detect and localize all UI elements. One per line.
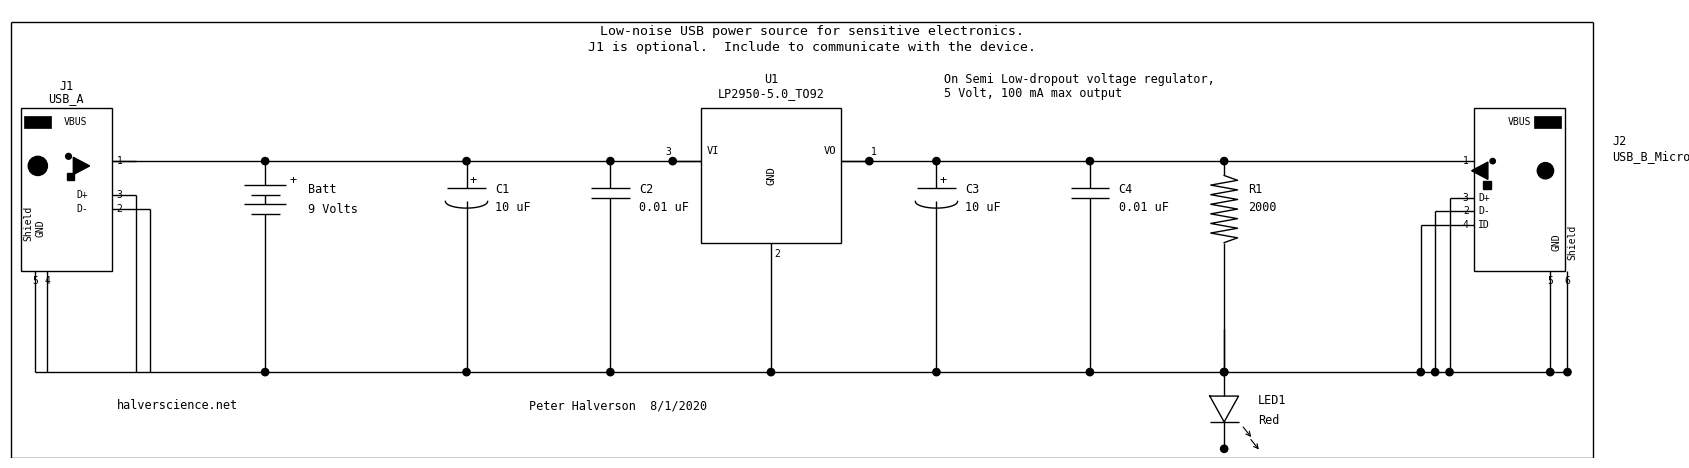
Text: LP2950-5.0_TO92: LP2950-5.0_TO92 xyxy=(718,88,824,101)
Bar xyxy=(1473,109,1564,271)
Circle shape xyxy=(767,368,774,376)
Bar xyxy=(20,109,111,271)
Text: +: + xyxy=(470,174,476,187)
Circle shape xyxy=(606,157,613,165)
Circle shape xyxy=(29,156,47,176)
Text: VI: VI xyxy=(706,146,718,156)
Text: On Semi Low-dropout voltage regulator,: On Semi Low-dropout voltage regulator, xyxy=(942,73,1214,86)
Text: 1: 1 xyxy=(117,156,122,166)
Text: 2: 2 xyxy=(774,249,779,259)
Text: 0.01 uF: 0.01 uF xyxy=(638,201,689,214)
Circle shape xyxy=(463,157,470,165)
Text: GND: GND xyxy=(765,166,775,185)
Circle shape xyxy=(1537,162,1552,179)
Circle shape xyxy=(463,368,470,376)
Text: R1: R1 xyxy=(1248,183,1262,197)
Text: C4: C4 xyxy=(1118,183,1132,197)
Text: Shield: Shield xyxy=(24,206,34,241)
Circle shape xyxy=(932,368,939,376)
Circle shape xyxy=(1219,368,1228,376)
Polygon shape xyxy=(1471,162,1486,179)
Text: Low-noise USB power source for sensitive electronics.: Low-noise USB power source for sensitive… xyxy=(600,25,1024,38)
Text: 5: 5 xyxy=(32,276,37,286)
Text: 5: 5 xyxy=(1547,276,1552,286)
Text: ID: ID xyxy=(1478,220,1490,230)
Text: 1: 1 xyxy=(1463,156,1468,166)
Circle shape xyxy=(1219,157,1228,165)
Circle shape xyxy=(1086,368,1093,376)
Circle shape xyxy=(865,157,873,165)
Text: 9 Volts: 9 Volts xyxy=(307,203,358,216)
Text: LED1: LED1 xyxy=(1257,395,1285,407)
Text: C3: C3 xyxy=(964,183,980,197)
Text: Red: Red xyxy=(1257,414,1279,426)
Text: Peter Halverson  8/1/2020: Peter Halverson 8/1/2020 xyxy=(529,399,706,412)
Text: J1 is optional.  Include to communicate with the device.: J1 is optional. Include to communicate w… xyxy=(588,42,1035,54)
Circle shape xyxy=(1446,368,1453,376)
Text: 2000: 2000 xyxy=(1248,201,1275,214)
Text: J1: J1 xyxy=(59,80,73,93)
Text: C1: C1 xyxy=(495,183,510,197)
Bar xyxy=(1483,181,1490,189)
Text: VBUS: VBUS xyxy=(1507,117,1530,127)
Text: D+: D+ xyxy=(1478,192,1490,203)
Bar xyxy=(66,173,74,180)
Text: VBUS: VBUS xyxy=(64,117,88,127)
Text: 3: 3 xyxy=(117,190,122,200)
Circle shape xyxy=(262,157,269,165)
Circle shape xyxy=(1562,368,1571,376)
Circle shape xyxy=(1417,368,1424,376)
Text: D+: D+ xyxy=(76,190,88,200)
Circle shape xyxy=(66,154,71,159)
Circle shape xyxy=(1490,159,1495,164)
Bar xyxy=(1534,116,1561,128)
Text: D-: D- xyxy=(1478,206,1490,216)
Text: C2: C2 xyxy=(638,183,654,197)
Bar xyxy=(701,109,839,242)
Text: 3: 3 xyxy=(1463,192,1468,203)
Text: +: + xyxy=(939,174,946,187)
Bar xyxy=(24,116,51,128)
Circle shape xyxy=(606,368,613,376)
Text: USB_A: USB_A xyxy=(49,92,84,105)
Text: 4: 4 xyxy=(44,276,51,286)
Text: GND: GND xyxy=(1551,234,1561,251)
Text: 3: 3 xyxy=(664,146,671,156)
Text: Batt: Batt xyxy=(307,183,336,197)
Text: 5 Volt, 100 mA max output: 5 Volt, 100 mA max output xyxy=(942,88,1121,101)
Text: 0.01 uF: 0.01 uF xyxy=(1118,201,1167,214)
Circle shape xyxy=(932,157,939,165)
Text: halverscience.net: halverscience.net xyxy=(117,399,238,412)
Text: +: + xyxy=(289,174,296,187)
Text: 2: 2 xyxy=(117,204,122,214)
Circle shape xyxy=(262,368,269,376)
Text: GND: GND xyxy=(35,219,46,237)
Text: 2: 2 xyxy=(1463,206,1468,216)
Text: 4: 4 xyxy=(1463,220,1468,230)
Text: J2: J2 xyxy=(1611,135,1627,148)
Text: 10 uF: 10 uF xyxy=(964,201,1000,214)
Circle shape xyxy=(1431,368,1437,376)
Circle shape xyxy=(1545,368,1552,376)
Text: USB_B_Micro: USB_B_Micro xyxy=(1611,150,1689,163)
Circle shape xyxy=(1219,445,1228,453)
Text: Shield: Shield xyxy=(1566,225,1576,260)
Text: 1: 1 xyxy=(872,146,877,156)
Polygon shape xyxy=(73,157,90,175)
Text: 10 uF: 10 uF xyxy=(495,201,530,214)
Circle shape xyxy=(1219,368,1228,376)
Text: D-: D- xyxy=(76,204,88,214)
Circle shape xyxy=(1086,157,1093,165)
Circle shape xyxy=(669,157,676,165)
Text: VO: VO xyxy=(823,146,836,156)
Text: U1: U1 xyxy=(763,73,777,86)
Text: 6: 6 xyxy=(1564,276,1569,286)
